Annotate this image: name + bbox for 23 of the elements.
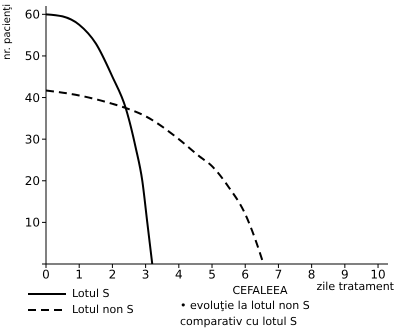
y-tick-label: 40: [24, 90, 40, 105]
x-tick-label: 1: [75, 268, 84, 282]
x-tick-label: 8: [308, 268, 316, 282]
legend-label: Lotul S: [72, 286, 110, 302]
x-tick-label: 3: [142, 268, 150, 282]
y-tick-label: 60: [24, 8, 40, 22]
x-axis-title: zile tratament: [316, 280, 394, 293]
y-tick-label: 50: [24, 49, 40, 64]
y-tick-label: 20: [24, 174, 40, 188]
x-tick-label: 10: [370, 268, 386, 282]
x-tick-label: 4: [174, 268, 183, 282]
y-tick-label: 10: [24, 216, 40, 230]
y-tick-label: 30: [24, 132, 40, 146]
x-tick-label: 0: [42, 268, 50, 282]
legend-label: Lotul non S: [72, 302, 134, 318]
text: • evoluţie la lotul non S comparativ cu lotul S: [180, 298, 311, 330]
text: CEFALEEA: [231, 284, 289, 297]
x-tick-label: 2: [108, 268, 116, 282]
x-tick-label: 5: [208, 268, 216, 282]
y-axis-title: nr. pacienţi: [2, 4, 13, 60]
x-tick-label: 7: [274, 268, 282, 282]
x-tick-label: 6: [241, 268, 250, 282]
x-tick-label: 9: [341, 268, 349, 282]
